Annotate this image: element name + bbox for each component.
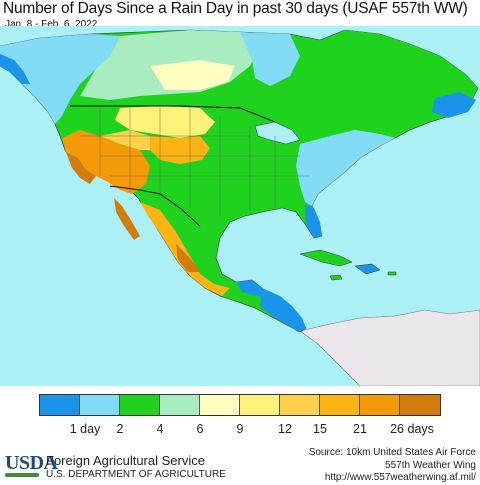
northwest-region	[0, 34, 120, 124]
usda-logo: USDA	[5, 452, 58, 474]
mexico-dry	[140, 202, 230, 296]
legend-swatch	[400, 395, 440, 415]
source-line: Source: 10km United States Air Force	[308, 447, 476, 458]
legend-swatch	[40, 395, 80, 415]
legend-swatch	[320, 395, 360, 415]
source-line: 557th Weather Wing	[385, 459, 476, 471]
usda-logo-swoosh	[5, 473, 39, 477]
us-canada-border	[70, 105, 276, 123]
maritime-wet	[432, 92, 476, 118]
baja-california	[114, 198, 140, 240]
map-title: Number of Days Since a Rain Day in past …	[3, 0, 468, 17]
legend-swatch	[240, 395, 280, 415]
legend-label: 6	[196, 422, 204, 436]
southwest-us-dry	[62, 130, 150, 194]
legend-label: 2	[116, 422, 124, 436]
source-credit: Source: 10km United States Air Force 557…	[309, 447, 476, 485]
north-canada-wet	[240, 32, 300, 86]
great-lakes	[254, 121, 301, 145]
central-america-wet	[260, 288, 306, 332]
legend-swatch	[160, 395, 200, 415]
jamaica	[329, 274, 343, 281]
department-name: U.S. DEPARTMENT OF AGRICULTURE	[46, 469, 226, 480]
hispaniola	[354, 263, 381, 275]
agency-name: Foreign Agricultural Service	[46, 453, 205, 468]
footer: USDA Foreign Agricultural Service U.S. D…	[0, 446, 480, 485]
florida-wet	[305, 204, 322, 238]
legend-bar	[40, 395, 440, 415]
legend-swatch	[80, 395, 120, 415]
legend-label: 4	[156, 422, 164, 436]
legend-frame	[39, 394, 441, 416]
date-range: Jan. 8 - Feb. 6, 2022	[5, 19, 98, 30]
great-basin-yellow	[100, 130, 156, 150]
mexico-south-orange	[176, 244, 200, 272]
legend-swatch	[120, 395, 160, 415]
state-lines	[80, 108, 310, 216]
legend-label: 26 days	[390, 422, 434, 436]
prairies-dry	[150, 60, 235, 90]
legend-label: 9	[236, 422, 244, 436]
legend-swatch	[360, 395, 400, 415]
legend-swatch	[200, 395, 240, 415]
east-us-wet	[296, 130, 395, 206]
alaska-coast-wet	[0, 54, 30, 84]
legend-label: 12	[278, 422, 292, 436]
rain-day-map	[0, 26, 480, 386]
source-url-link[interactable]: http://www.557weatherwing.af.mil/	[324, 472, 476, 483]
california-drier	[66, 152, 96, 184]
central-plains-orange	[150, 136, 210, 164]
legend-swatch	[280, 395, 320, 415]
legend-label: 21	[353, 422, 367, 436]
eastern-canada	[290, 30, 478, 126]
puerto-rico	[387, 271, 397, 276]
legend-label: 1 day	[69, 422, 101, 436]
south-america-land	[299, 309, 480, 386]
legend-label: 15	[313, 422, 327, 436]
cuba	[299, 249, 353, 267]
texas-green	[150, 182, 214, 240]
